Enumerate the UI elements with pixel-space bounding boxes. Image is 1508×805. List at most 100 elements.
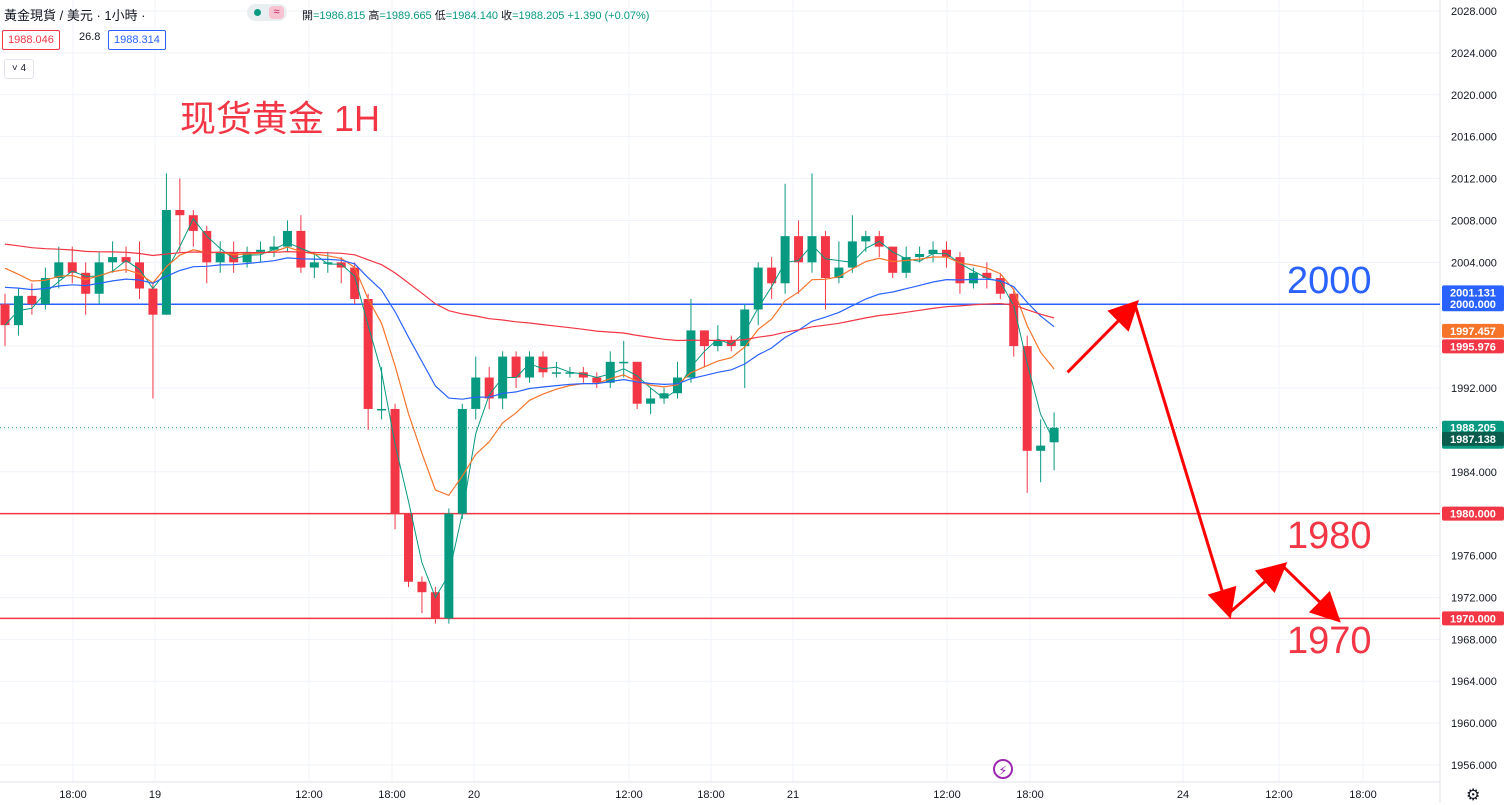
indicator-toggle-button[interactable]: ˅ 4 <box>4 59 34 79</box>
candle-body <box>955 257 965 284</box>
symbol-title[interactable]: 黃金現貨 / 美元 · 1小時 · <box>4 8 146 23</box>
label-2000: 2000 <box>1287 260 1372 302</box>
candle-body <box>175 209 185 216</box>
candle-body <box>861 236 871 242</box>
candle-body <box>430 592 440 619</box>
candle-body <box>229 251 239 263</box>
candle-body <box>565 372 575 374</box>
lightning-event-icon[interactable]: ⚡ <box>993 759 1013 779</box>
buy-button[interactable]: 1988.314 <box>108 30 166 50</box>
candle-body <box>363 298 373 409</box>
price-tick-label: 2024.000 <box>1451 48 1497 60</box>
candle-body <box>202 230 212 263</box>
candle-body <box>54 262 64 279</box>
forecast-arrow <box>1281 564 1341 623</box>
candle-body <box>901 257 911 273</box>
low-label: 低 <box>434 10 446 22</box>
price-axis-label: 1997.457 <box>1450 326 1496 338</box>
candle-body <box>982 272 992 279</box>
moving-average-ma_fast <box>4 217 1055 599</box>
candle-body <box>390 408 400 514</box>
candle-body <box>968 272 978 284</box>
price-axis-label: 1987.138 <box>1450 434 1496 446</box>
candle-body <box>161 209 171 315</box>
price-tick-label: 1972.000 <box>1451 592 1497 604</box>
candle-body <box>40 278 50 305</box>
candle-body <box>834 267 844 279</box>
candle-body <box>820 236 830 279</box>
candle-body <box>484 377 494 399</box>
moving-average-ma_blue <box>4 257 1055 400</box>
price-axis-label: 1988.205 <box>1450 423 1496 435</box>
candle-body <box>646 398 656 404</box>
ohlc-readout: 開=1986.815 高=1989.665 低=1984.140 收=1988.… <box>302 7 649 23</box>
label-1970: 1970 <box>1287 620 1372 662</box>
price-axis-label-bg <box>1442 431 1504 446</box>
candle-body <box>713 340 723 347</box>
price-tick-label: 2004.000 <box>1451 257 1497 269</box>
price-tick-label: 1968.000 <box>1451 634 1497 646</box>
time-tick-label: 18:00 <box>697 789 725 801</box>
candle-body <box>995 278 1005 294</box>
candle-body <box>444 513 454 619</box>
time-tick-label: 20 <box>468 789 480 801</box>
candle-body <box>753 267 763 310</box>
candle-body <box>296 230 306 268</box>
open-label: 開 <box>302 10 313 22</box>
wave-icon: ≈ <box>269 6 284 19</box>
price-tick-label: 1992.000 <box>1451 383 1497 395</box>
low-value: =1984.140 <box>445 10 499 22</box>
price-axis-label: 1970.000 <box>1450 613 1496 625</box>
sell-button[interactable]: 1988.046 <box>2 30 60 50</box>
price-axis-label: 2000.000 <box>1450 299 1496 311</box>
candle-body <box>1009 293 1019 347</box>
price-tick-label: 1984.000 <box>1451 467 1497 479</box>
candle-body <box>336 262 346 268</box>
candle-body <box>605 361 615 383</box>
price-tick-label: 1964.000 <box>1451 676 1497 688</box>
candle-body <box>108 257 118 263</box>
candle-body <box>309 262 319 268</box>
time-tick-label: 18:00 <box>1349 789 1377 801</box>
candle-body <box>81 272 91 294</box>
candle-body <box>215 251 225 263</box>
candle-body <box>888 246 898 273</box>
change-value: +1.390 (+0.07%) <box>567 10 650 22</box>
market-open-icon <box>254 9 261 16</box>
candle-body <box>928 249 938 254</box>
candle-body <box>699 330 709 347</box>
label-1980: 1980 <box>1287 515 1372 557</box>
candle-body <box>121 257 131 263</box>
price-axis-label-bg <box>1442 323 1504 338</box>
price-tick-label: 2012.000 <box>1451 174 1497 186</box>
candle-body <box>377 408 387 411</box>
candle-body <box>538 356 548 373</box>
time-tick-label: 18:00 <box>1016 789 1044 801</box>
candle-body <box>578 372 588 378</box>
time-tick-label: 18:00 <box>59 789 87 801</box>
forecast-arrow <box>1133 303 1237 619</box>
indicator-pill[interactable]: ≈ <box>247 4 287 21</box>
price-tick-label: 2016.000 <box>1451 132 1497 144</box>
price-tick-label: 1976.000 <box>1451 551 1497 563</box>
price-tick-label: 2028.000 <box>1451 6 1497 18</box>
candle-body <box>282 230 292 247</box>
time-tick-label: 18:00 <box>378 789 406 801</box>
candle-body <box>27 295 37 305</box>
candle-body <box>525 356 535 378</box>
candle-body <box>847 241 857 268</box>
candle-body <box>619 361 629 364</box>
forecast-arrow <box>1066 299 1140 374</box>
candle-body <box>726 340 736 347</box>
candle-body <box>915 253 925 258</box>
price-axis-label: 2001.131 <box>1450 287 1496 299</box>
gear-icon[interactable]: ⚙ <box>1466 787 1481 804</box>
time-tick-label: 21 <box>787 789 799 801</box>
candle-body <box>1022 346 1032 451</box>
candle-body <box>269 246 279 250</box>
candle-body <box>471 377 481 409</box>
candle-body <box>659 393 669 399</box>
candle-body <box>67 262 77 273</box>
candle-body <box>767 267 777 284</box>
